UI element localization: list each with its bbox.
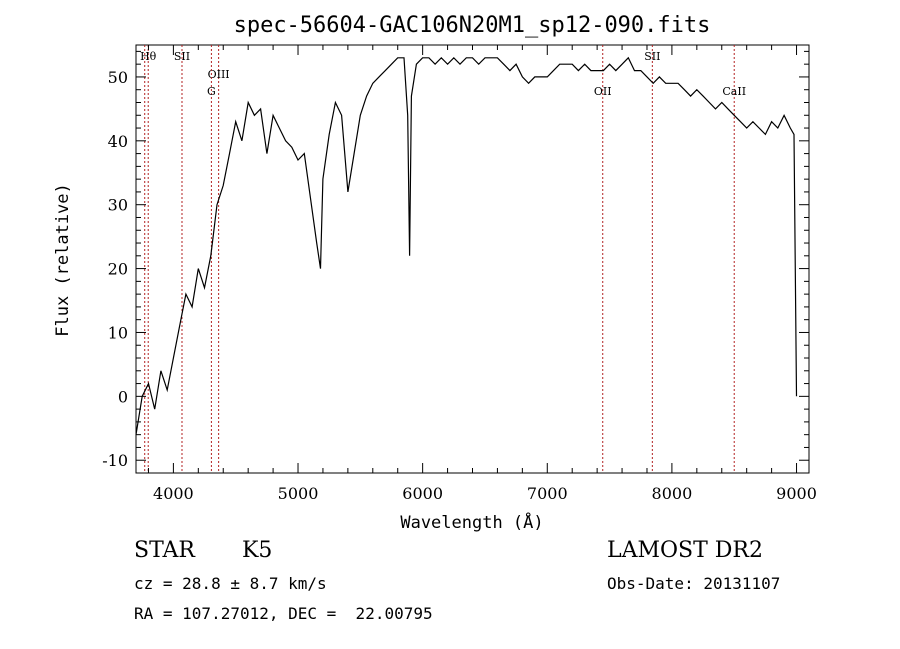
coordinates: RA = 107.27012, DEC = 22.00795 xyxy=(134,604,433,623)
x-tick-label: 7000 xyxy=(527,484,568,503)
redshift-cz: cz = 28.8 ± 8.7 km/s xyxy=(134,574,327,593)
line-marker-label: OIII xyxy=(208,68,230,81)
y-axis-label: Flux (relative) xyxy=(53,183,73,337)
x-tick-label: 8000 xyxy=(652,484,693,503)
x-tick-label: 5000 xyxy=(278,484,319,503)
survey-name: LAMOST DR2 xyxy=(607,538,763,563)
y-tick-label: -10 xyxy=(102,451,128,470)
y-tick-label: 40 xyxy=(108,132,128,151)
line-marker-label: OII xyxy=(594,85,612,98)
line-marker-label: CaII xyxy=(722,85,746,98)
spectral-line-markers: Hθ SII OIII G OII SII CaII xyxy=(140,45,746,473)
object-subclass: K5 xyxy=(242,538,273,563)
object-class: STAR xyxy=(134,538,195,563)
series-layer xyxy=(135,56,798,435)
line-marker-label: Hθ xyxy=(140,50,157,63)
y-tick-label: 0 xyxy=(118,387,128,406)
x-tick-label: 9000 xyxy=(776,484,817,503)
x-tick-label: 4000 xyxy=(153,484,194,503)
x-tick-label: 6000 xyxy=(402,484,443,503)
y-tick-label: 20 xyxy=(108,260,128,279)
y-tick-label: 10 xyxy=(108,323,128,342)
y-tick-label: 50 xyxy=(108,68,128,87)
x-axis-label: Wavelength (Å) xyxy=(400,511,543,533)
y-tick-label: 30 xyxy=(108,196,128,215)
line-marker-label: SII xyxy=(644,50,660,63)
plot-frame xyxy=(135,44,810,474)
line-marker-label: G xyxy=(207,85,216,98)
line-marker-label: SII xyxy=(174,50,190,63)
axis-ticks: 4000 5000 6000 7000 8000 9000 -10 0 10 20 30 40 50 xyxy=(102,45,817,503)
spectrum-line xyxy=(135,56,798,435)
chart-title: spec-56604-GAC106N20M1_sp12-090.fits xyxy=(234,13,711,38)
observation-date: Obs-Date: 20131107 xyxy=(607,574,781,593)
